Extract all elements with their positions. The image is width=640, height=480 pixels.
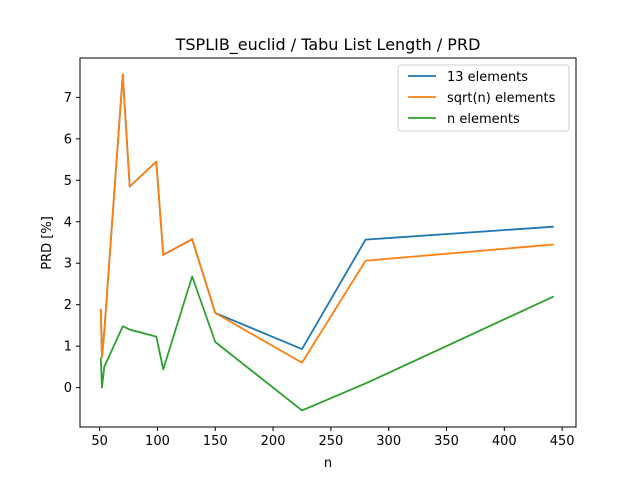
x-tick-label: 350: [434, 434, 459, 449]
y-tick-label: 4: [64, 215, 72, 230]
legend: 13 elements sqrt(n) elements n elements: [397, 64, 570, 132]
x-axis: 50 100 150 200 250 300 350 400 450: [91, 427, 575, 449]
y-tick-label: 5: [64, 174, 72, 189]
x-tick-label: 50: [91, 434, 108, 449]
x-tick-label: 450: [550, 434, 575, 449]
plot-area: 50 100 150 200 250 300 350 400 450 0 1 2 3 4 5 6 7: [64, 57, 577, 449]
legend-label-3: n elements: [447, 112, 520, 127]
y-tick-label: 0: [64, 381, 72, 396]
x-tick-label: 300: [376, 434, 401, 449]
x-tick-label: 100: [145, 434, 170, 449]
legend-box: [397, 64, 570, 132]
x-tick-label: 400: [492, 434, 517, 449]
y-axis-label: PRD [%]: [40, 216, 55, 270]
y-tick-label: 7: [64, 91, 72, 106]
x-tick-label: 250: [318, 434, 343, 449]
y-tick-label: 6: [64, 132, 72, 147]
y-tick-label: 1: [64, 340, 72, 355]
y-axis: 0 1 2 3 4 5 6 7: [64, 91, 80, 396]
plot-frame: [79, 57, 577, 428]
x-tick-label: 150: [203, 434, 228, 449]
series-layer: [99, 73, 555, 412]
y-tick-label: 3: [64, 257, 72, 272]
series-line-3: [99, 275, 555, 412]
x-tick-label: 200: [261, 434, 286, 449]
y-tick-label: 2: [64, 298, 72, 313]
x-axis-label: n: [324, 456, 332, 471]
chart-title: TSPLIB_euclid / Tabu List Length / PRD: [175, 35, 481, 55]
legend-label-1: 13 elements: [447, 70, 528, 85]
legend-label-2: sqrt(n) elements: [447, 91, 556, 106]
series-line-2: [99, 73, 554, 364]
